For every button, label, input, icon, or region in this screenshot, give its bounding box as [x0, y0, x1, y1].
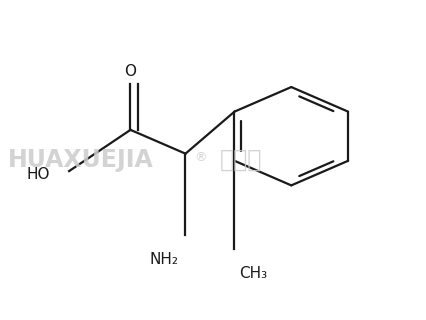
Text: 化学加: 化学加 — [219, 148, 262, 172]
Text: NH₂: NH₂ — [150, 252, 179, 267]
Text: HO: HO — [26, 167, 50, 182]
Text: CH₃: CH₃ — [239, 266, 267, 281]
Text: HUAXUEJIA: HUAXUEJIA — [8, 148, 153, 172]
Text: O: O — [124, 64, 136, 79]
Text: ®: ® — [194, 151, 207, 164]
